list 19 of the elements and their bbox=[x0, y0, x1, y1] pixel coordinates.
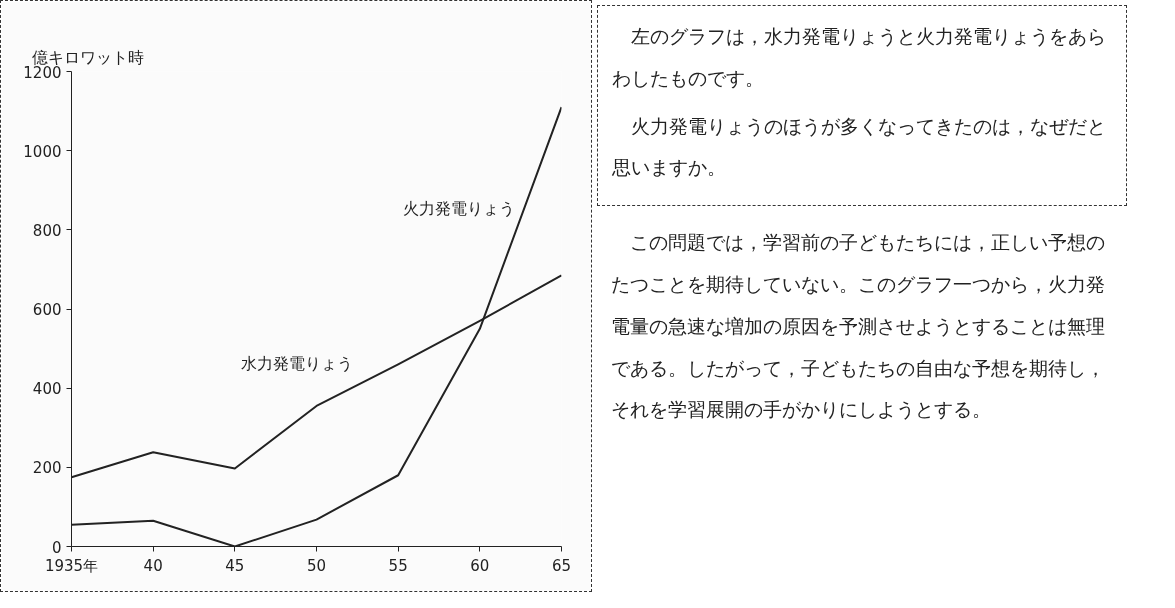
y-tick-label: 1000 bbox=[23, 142, 62, 161]
text: この問題では，学習前の子どもたちには，正しい予想のたつことを期待していない。このグラフ一つから，火力発電量の急速な増加の原因を予測させようとすることは無理である。したがって，子どもたちの自由な予想を期待し，それを学習展開の手がかりにしようとする。 bbox=[611, 230, 1106, 423]
x-tick-label: 60 bbox=[470, 556, 490, 575]
series-label: 火力発電りょう bbox=[402, 198, 515, 218]
x-tick-label: 55 bbox=[388, 556, 408, 575]
text: 左のグラフは，水力発電りょうと火力発電りょうをあらわしたものです。 bbox=[612, 24, 1107, 91]
y-tick-label: 200 bbox=[32, 459, 62, 478]
y-tick-label: 800 bbox=[32, 221, 62, 240]
x-tick-label: 45 bbox=[225, 556, 245, 575]
x-tick-label: 65 bbox=[551, 556, 572, 575]
x-tick-label: 50 bbox=[306, 556, 327, 575]
y-tick-label: 0 bbox=[51, 538, 62, 557]
y-tick-label: 600 bbox=[32, 301, 62, 319]
y-tick-label: 400 bbox=[32, 380, 62, 399]
text: 火力発電りょうのほうが多くなってきたのは，なぜだと思いますか。 bbox=[612, 113, 1107, 181]
y-axis-title: 億キロワット時 bbox=[31, 47, 144, 67]
x-tick-label: 40 bbox=[143, 556, 163, 575]
x-tick-label: 1935年 bbox=[44, 556, 99, 575]
series-label: 水力発電りょう bbox=[241, 354, 354, 374]
